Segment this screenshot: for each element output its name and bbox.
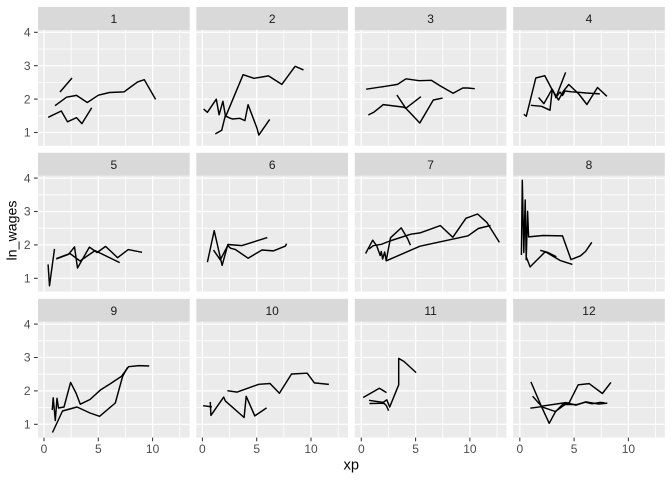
svg-text:5: 5 <box>412 442 419 456</box>
svg-text:5: 5 <box>253 442 260 456</box>
svg-text:10: 10 <box>463 442 477 456</box>
svg-text:4: 4 <box>24 317 31 331</box>
svg-text:5: 5 <box>571 442 578 456</box>
svg-text:2: 2 <box>24 384 31 398</box>
svg-text:3: 3 <box>427 12 434 26</box>
svg-text:0: 0 <box>41 442 48 456</box>
svg-text:10: 10 <box>622 442 636 456</box>
svg-text:1: 1 <box>24 418 31 432</box>
svg-text:1: 1 <box>24 126 31 140</box>
svg-text:5: 5 <box>95 442 102 456</box>
svg-text:12: 12 <box>582 304 596 318</box>
svg-text:0: 0 <box>358 442 365 456</box>
svg-text:1: 1 <box>110 12 117 26</box>
svg-text:3: 3 <box>24 351 31 365</box>
svg-text:6: 6 <box>269 158 276 172</box>
svg-text:2: 2 <box>24 92 31 106</box>
svg-text:10: 10 <box>266 304 280 318</box>
svg-text:8: 8 <box>586 158 593 172</box>
svg-text:9: 9 <box>110 304 117 318</box>
svg-text:3: 3 <box>24 205 31 219</box>
svg-text:3: 3 <box>24 59 31 73</box>
svg-text:0: 0 <box>516 442 523 456</box>
svg-text:2: 2 <box>24 238 31 252</box>
svg-text:7: 7 <box>427 158 434 172</box>
svg-text:10: 10 <box>304 442 318 456</box>
svg-text:11: 11 <box>424 304 437 318</box>
svg-text:4: 4 <box>24 171 31 185</box>
svg-text:2: 2 <box>269 12 276 26</box>
svg-text:5: 5 <box>110 158 117 172</box>
svg-text:0: 0 <box>199 442 206 456</box>
svg-text:4: 4 <box>586 12 593 26</box>
svg-text:xp: xp <box>344 458 360 474</box>
svg-text:ln_wages: ln_wages <box>5 201 21 261</box>
svg-text:10: 10 <box>146 442 160 456</box>
svg-text:4: 4 <box>24 26 31 40</box>
svg-text:1: 1 <box>24 272 31 286</box>
